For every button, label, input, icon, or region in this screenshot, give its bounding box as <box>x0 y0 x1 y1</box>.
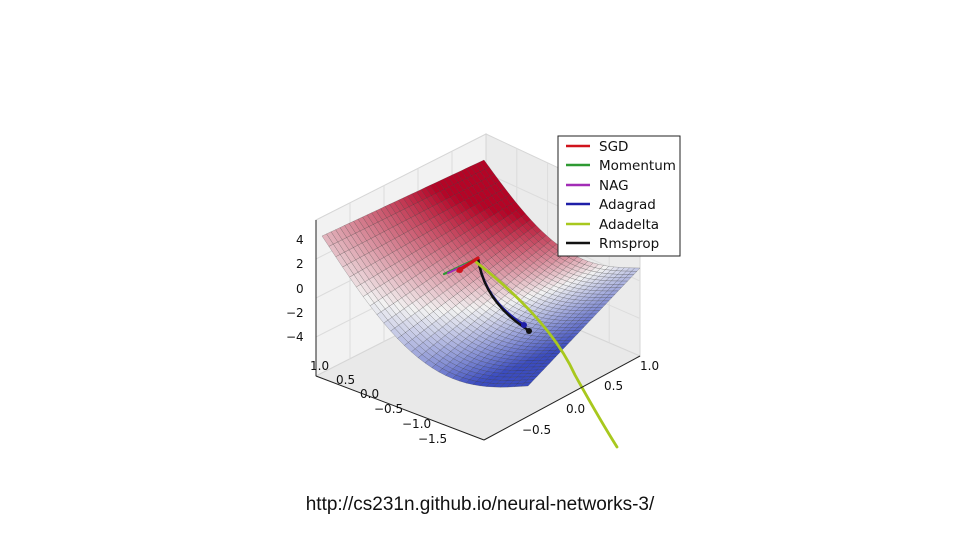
z-tick-label: −4 <box>286 330 304 344</box>
adadelta-path <box>474 260 619 449</box>
legend-label-nag: NAG <box>599 178 629 194</box>
legend-label-momentum: Momentum <box>599 158 676 174</box>
x-axis-ticks: 1.0 0.5 0.0 −0.5 −1.0 −1.5 <box>310 359 447 446</box>
legend-box <box>557 135 681 257</box>
x-tick-label: 1.0 <box>310 359 329 373</box>
x-tick-label: −1.5 <box>418 432 447 446</box>
legend-label-adagrad: Adagrad <box>599 197 656 213</box>
x-tick-label: 0.5 <box>336 373 355 387</box>
sgd-marker <box>457 267 463 273</box>
z-tick-label: 4 <box>296 233 304 247</box>
saddle-surface <box>321 159 641 388</box>
y-tick-label: −0.5 <box>522 423 551 437</box>
z-axis-ticks: 4 2 0 −2 −4 <box>286 233 304 344</box>
y-tick-label: 0.0 <box>566 402 585 416</box>
legend-label-adadelta: Adadelta <box>599 217 659 233</box>
source-url-caption: http://cs231n.github.io/neural-networks-… <box>305 494 655 515</box>
y-tick-label: 0.5 <box>604 379 623 393</box>
surface-facet <box>520 382 532 387</box>
x-axis-line <box>315 375 485 441</box>
z-tick-label: 0 <box>296 282 304 296</box>
optimizer-paths <box>442 256 619 449</box>
y-axis-ticks: −0.5 0.0 0.5 1.0 <box>522 359 659 437</box>
y-tick-label: 1.0 <box>640 359 659 373</box>
rmsprop-path <box>476 256 530 332</box>
x-tick-label: −0.5 <box>374 402 403 416</box>
legend-label-sgd: SGD <box>599 139 628 155</box>
z-tick-label: −2 <box>286 306 304 320</box>
x-tick-label: −1.0 <box>402 417 431 431</box>
z-tick-label: 2 <box>296 257 304 271</box>
legend-label-rmsprop: Rmsprop <box>599 236 659 252</box>
legend: SGD Momentum NAG Adagrad Adadelta Rmspro… <box>557 135 681 257</box>
x-tick-label: 0.0 <box>360 387 379 401</box>
y-axis-line <box>483 355 641 441</box>
rmsprop-marker <box>526 328 532 334</box>
adagrad-marker <box>521 322 527 328</box>
